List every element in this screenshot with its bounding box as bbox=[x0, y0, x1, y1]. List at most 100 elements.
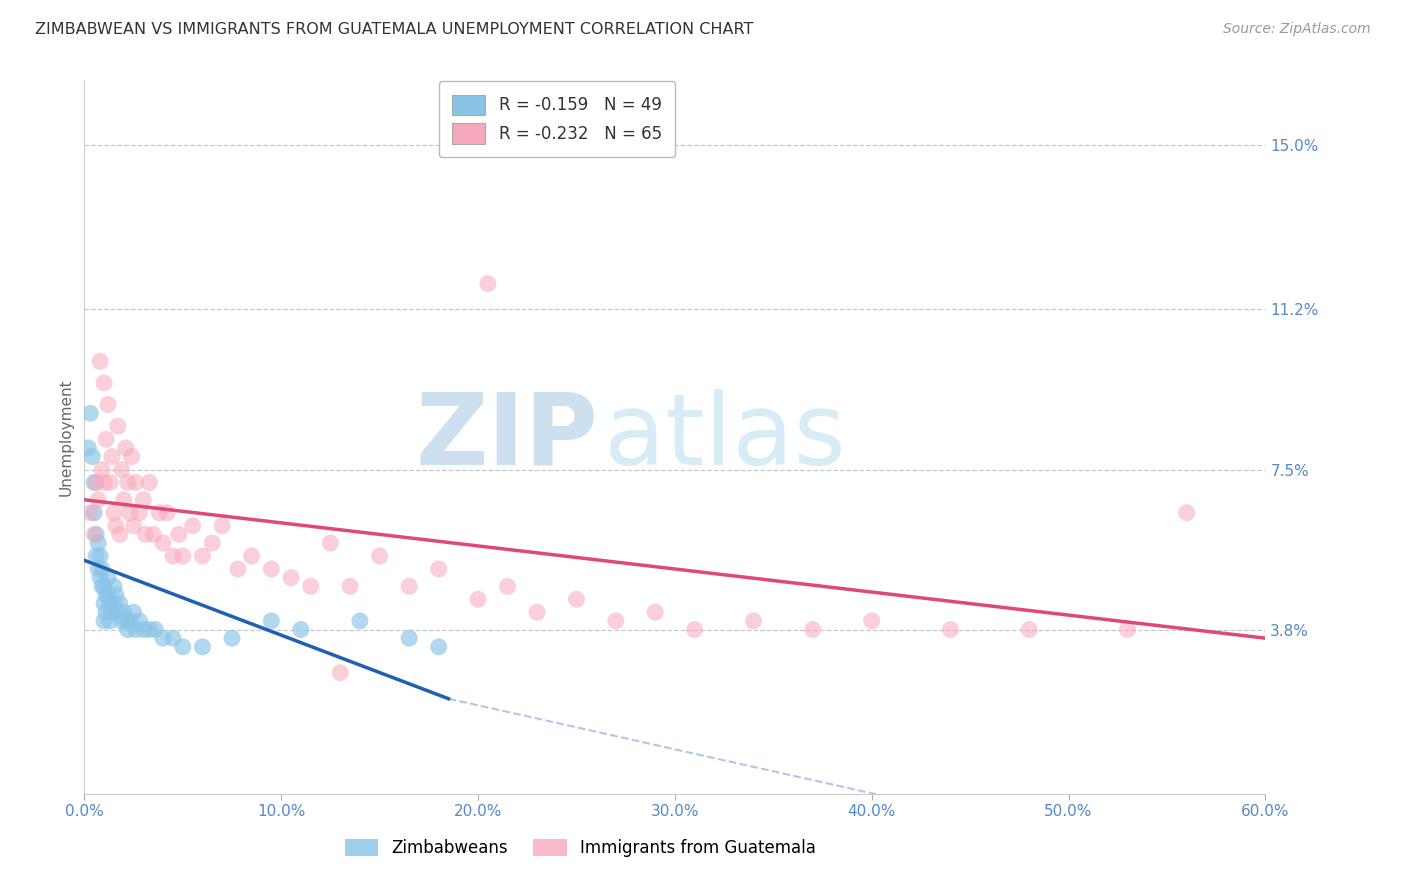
Point bbox=[107, 605, 129, 619]
Point bbox=[152, 631, 174, 645]
Point bbox=[83, 506, 105, 520]
Point bbox=[467, 592, 489, 607]
Point bbox=[122, 518, 145, 533]
Point bbox=[89, 549, 111, 563]
Point bbox=[280, 571, 302, 585]
Point bbox=[97, 588, 120, 602]
Point bbox=[82, 450, 104, 464]
Point bbox=[138, 623, 160, 637]
Point bbox=[112, 605, 135, 619]
Point bbox=[368, 549, 391, 563]
Text: ZIP: ZIP bbox=[415, 389, 598, 485]
Point bbox=[94, 432, 117, 446]
Point bbox=[87, 536, 110, 550]
Point bbox=[108, 527, 131, 541]
Point bbox=[117, 475, 139, 490]
Point bbox=[101, 450, 124, 464]
Point bbox=[101, 605, 124, 619]
Point bbox=[1175, 506, 1198, 520]
Point bbox=[319, 536, 342, 550]
Point bbox=[152, 536, 174, 550]
Point bbox=[111, 614, 134, 628]
Text: atlas: atlas bbox=[605, 389, 845, 485]
Point bbox=[134, 527, 156, 541]
Point bbox=[398, 579, 420, 593]
Point bbox=[167, 527, 190, 541]
Point bbox=[260, 562, 283, 576]
Text: Source: ZipAtlas.com: Source: ZipAtlas.com bbox=[1223, 22, 1371, 37]
Point bbox=[93, 579, 115, 593]
Point bbox=[172, 549, 194, 563]
Point bbox=[290, 623, 312, 637]
Point bbox=[98, 597, 121, 611]
Point bbox=[939, 623, 962, 637]
Point bbox=[91, 579, 114, 593]
Point bbox=[1116, 623, 1139, 637]
Point bbox=[83, 527, 105, 541]
Point bbox=[148, 506, 170, 520]
Point bbox=[97, 571, 120, 585]
Point bbox=[172, 640, 194, 654]
Point bbox=[89, 571, 111, 585]
Point bbox=[605, 614, 627, 628]
Point bbox=[108, 597, 131, 611]
Point bbox=[79, 406, 101, 420]
Point bbox=[93, 597, 115, 611]
Point bbox=[801, 623, 824, 637]
Point bbox=[103, 579, 125, 593]
Point bbox=[1018, 623, 1040, 637]
Point bbox=[339, 579, 361, 593]
Point bbox=[98, 475, 121, 490]
Point bbox=[93, 475, 115, 490]
Point bbox=[83, 475, 105, 490]
Point bbox=[299, 579, 322, 593]
Point bbox=[124, 623, 146, 637]
Point bbox=[98, 614, 121, 628]
Point bbox=[329, 665, 352, 680]
Point bbox=[124, 475, 146, 490]
Point bbox=[132, 623, 155, 637]
Point bbox=[84, 527, 107, 541]
Point bbox=[87, 492, 110, 507]
Point bbox=[91, 562, 114, 576]
Point bbox=[162, 631, 184, 645]
Point bbox=[427, 562, 450, 576]
Point bbox=[860, 614, 883, 628]
Point bbox=[683, 623, 706, 637]
Point bbox=[121, 450, 143, 464]
Point bbox=[84, 475, 107, 490]
Point bbox=[191, 549, 214, 563]
Point bbox=[138, 475, 160, 490]
Point bbox=[114, 441, 136, 455]
Point bbox=[87, 562, 110, 576]
Point bbox=[349, 614, 371, 628]
Point bbox=[143, 623, 166, 637]
Point bbox=[742, 614, 765, 628]
Point bbox=[201, 536, 224, 550]
Point bbox=[97, 398, 120, 412]
Point bbox=[181, 518, 204, 533]
Point bbox=[103, 597, 125, 611]
Point bbox=[91, 462, 114, 476]
Point bbox=[221, 631, 243, 645]
Point bbox=[111, 462, 134, 476]
Point bbox=[93, 376, 115, 390]
Point bbox=[107, 419, 129, 434]
Point bbox=[89, 354, 111, 368]
Point bbox=[118, 506, 141, 520]
Point bbox=[260, 614, 283, 628]
Point bbox=[240, 549, 263, 563]
Point bbox=[94, 605, 117, 619]
Point bbox=[79, 506, 101, 520]
Point bbox=[191, 640, 214, 654]
Point bbox=[132, 492, 155, 507]
Point bbox=[156, 506, 179, 520]
Point bbox=[93, 614, 115, 628]
Point bbox=[104, 518, 127, 533]
Point bbox=[77, 441, 100, 455]
Point bbox=[118, 614, 141, 628]
Point bbox=[226, 562, 249, 576]
Point bbox=[122, 605, 145, 619]
Point bbox=[117, 623, 139, 637]
Point bbox=[128, 506, 150, 520]
